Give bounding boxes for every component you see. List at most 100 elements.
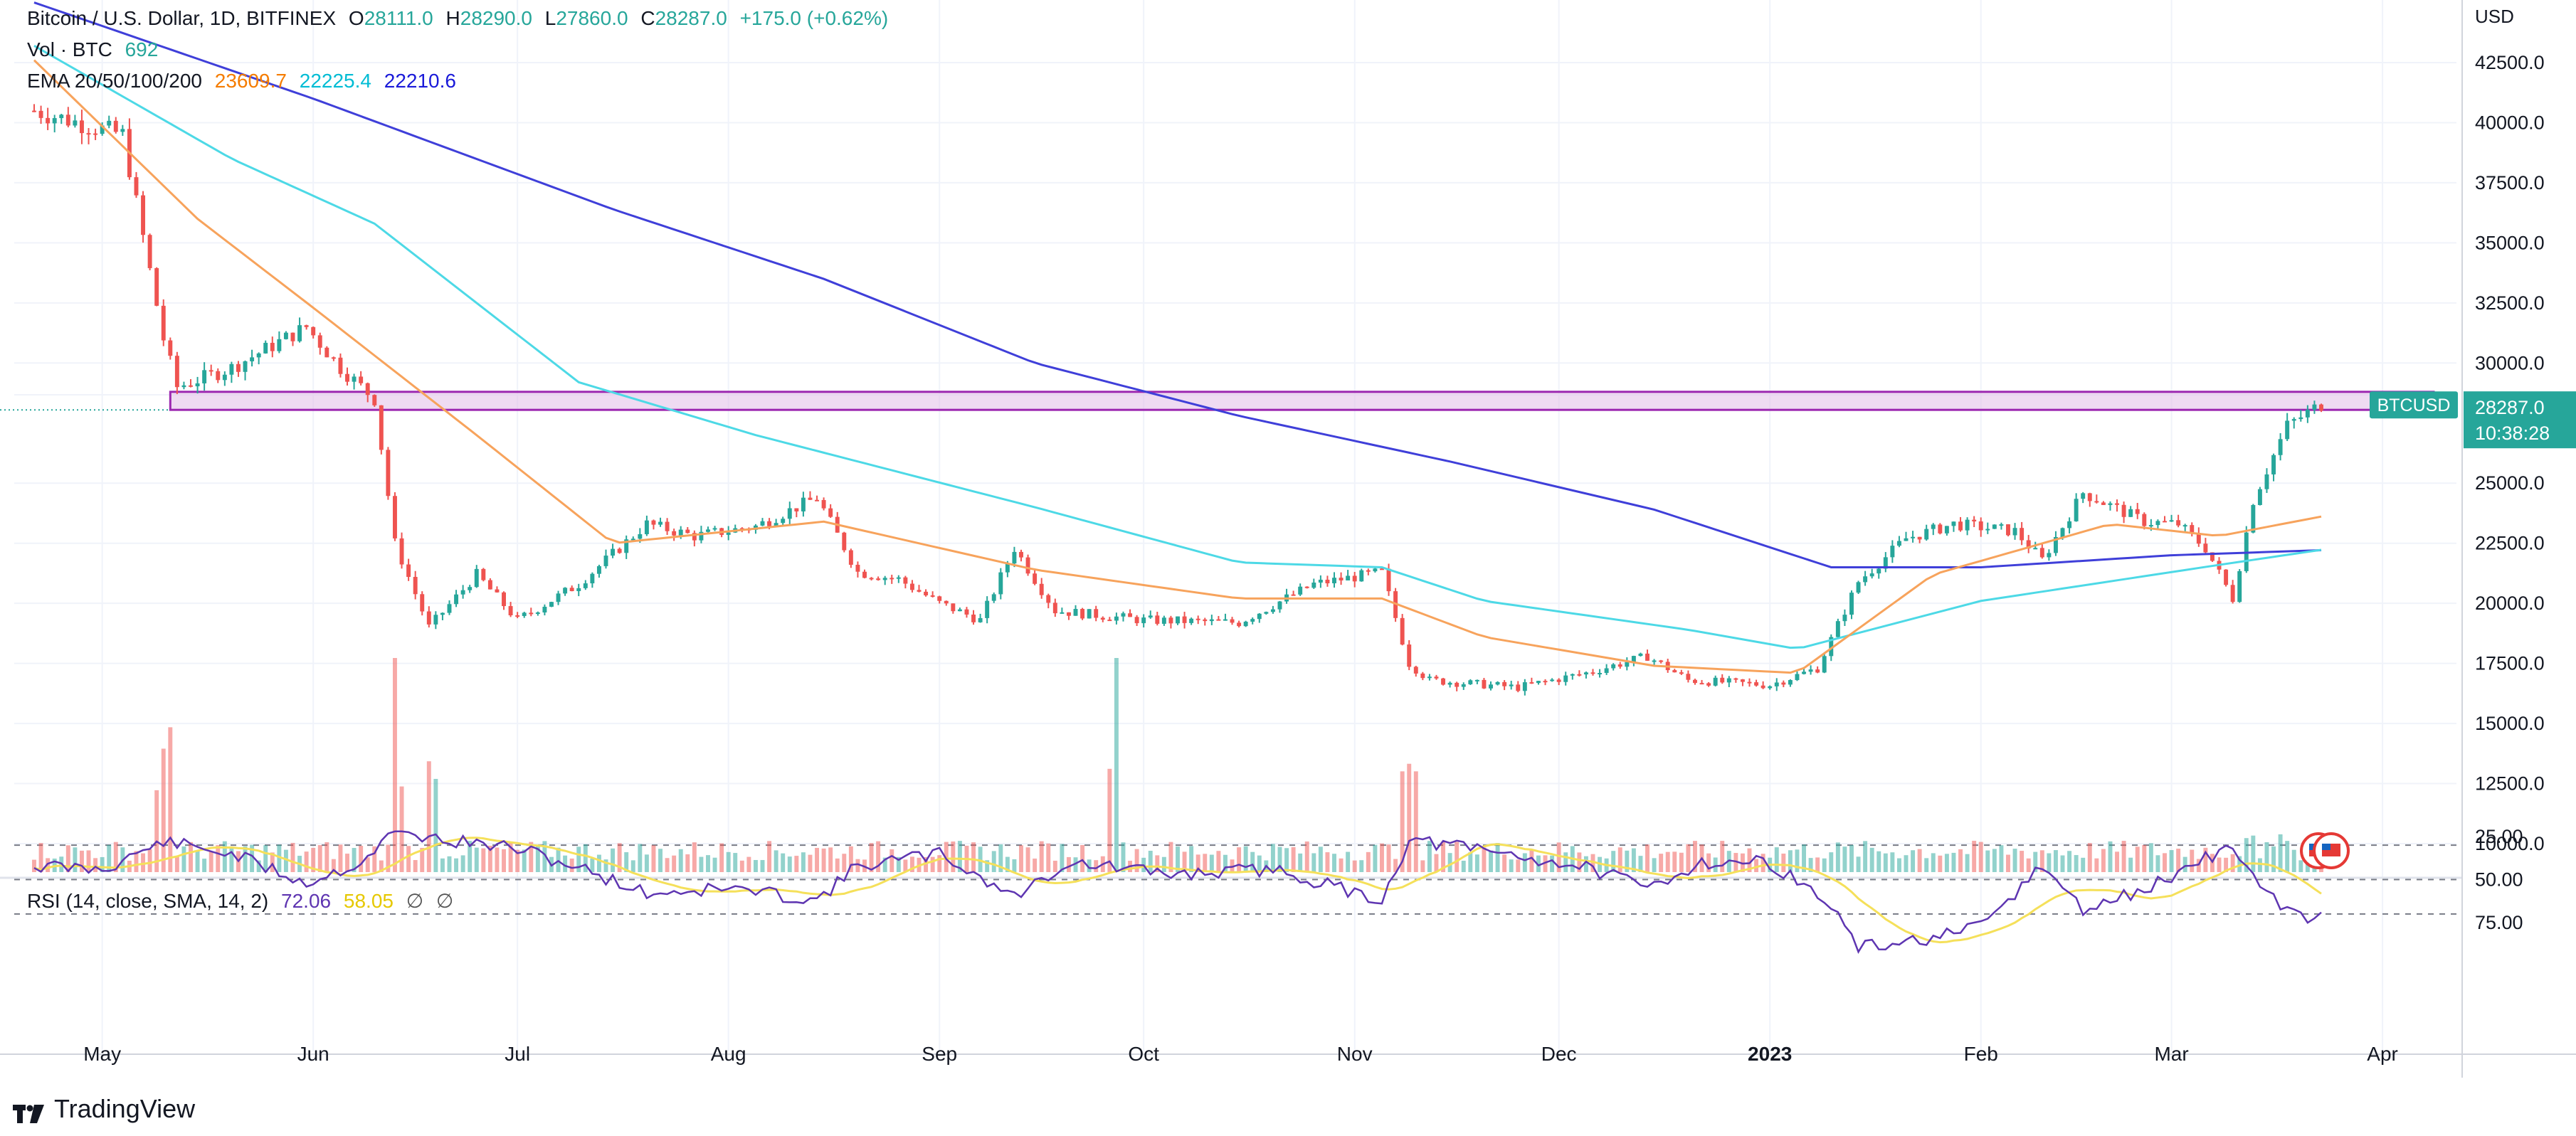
volume-bar xyxy=(290,842,295,872)
candle-body xyxy=(2251,504,2256,533)
candle-body xyxy=(1250,619,1255,622)
tradingview-logo-icon xyxy=(13,1100,46,1123)
volume-bar xyxy=(1577,852,1582,872)
candle-body xyxy=(1073,609,1078,616)
volume-bar xyxy=(2203,847,2208,872)
volume-bar xyxy=(1583,856,1588,872)
volume-bar xyxy=(440,858,445,872)
volume-bar xyxy=(882,857,887,872)
rsi-legend[interactable]: RSI (14, close, SMA, 14, 2) 72.06 58.05 … xyxy=(27,889,460,913)
candle-body xyxy=(1461,684,1466,687)
candle-body xyxy=(1434,676,1439,679)
candle-body xyxy=(1604,668,1609,674)
candle-body xyxy=(379,405,384,450)
candle-body xyxy=(909,583,914,590)
candle-body xyxy=(1468,680,1473,684)
volume-bar xyxy=(944,842,949,872)
candle-body xyxy=(1652,660,1657,662)
candle-body xyxy=(2094,501,2099,503)
candle-body xyxy=(426,611,431,625)
candle-body xyxy=(767,521,772,526)
volume-label: Vol · BTC xyxy=(27,38,112,60)
candle-body xyxy=(474,568,479,588)
candle-body xyxy=(2047,553,2052,558)
candle-body xyxy=(433,615,438,625)
candle-body xyxy=(1972,519,1977,522)
candle-body xyxy=(515,615,520,617)
volume-bar xyxy=(1216,851,1221,872)
candle-body xyxy=(699,531,704,541)
price-tick-label: 25000.0 xyxy=(2475,472,2545,494)
symbol-legend[interactable]: Bitcoin / U.S. Dollar, 1D, BITFINEX O281… xyxy=(27,7,895,30)
candle-body xyxy=(195,383,200,387)
candle-body xyxy=(882,578,887,580)
candle-body xyxy=(2305,409,2310,418)
volume-bar xyxy=(951,841,956,872)
candle-body xyxy=(1904,538,1909,541)
volume-bar xyxy=(1802,844,1806,872)
candle-body xyxy=(107,120,112,126)
candle-body xyxy=(2074,499,2079,521)
candle-body xyxy=(611,548,616,556)
candle-body xyxy=(1066,612,1071,616)
volume-bar xyxy=(1243,846,1248,872)
brand-name: TradingView xyxy=(54,1094,196,1123)
price-tick-label: 22500.0 xyxy=(2475,533,2545,554)
volume-bar xyxy=(2230,854,2235,872)
candle-body xyxy=(147,235,152,268)
volume-bar xyxy=(651,845,656,872)
candle-body xyxy=(38,110,43,118)
candle-body xyxy=(447,604,452,613)
volume-bar xyxy=(2251,835,2256,872)
candle-body xyxy=(359,376,364,383)
volume-bar xyxy=(746,856,751,872)
volume-bar xyxy=(365,857,370,872)
candle-body xyxy=(2121,504,2126,517)
volume-bar xyxy=(1250,851,1255,872)
candle-body xyxy=(2026,540,2031,549)
candle-body xyxy=(189,385,193,387)
volume-bar xyxy=(1039,841,1044,872)
candle-body xyxy=(1788,680,1793,685)
volume-bar xyxy=(331,859,336,872)
candle-body xyxy=(399,538,404,565)
candle-body xyxy=(1556,679,1561,682)
candle-body xyxy=(1747,681,1752,684)
volume-bar xyxy=(1863,841,1868,872)
candle-body xyxy=(460,590,465,595)
candle-body xyxy=(413,577,418,595)
candle-body xyxy=(774,523,778,526)
candle-body xyxy=(2257,489,2262,505)
ohlc-open: O28111.0 xyxy=(348,7,433,29)
volume-bar xyxy=(345,854,349,872)
volume-bar xyxy=(1958,849,1963,872)
volume-bar xyxy=(692,842,697,872)
volume-bar xyxy=(256,860,261,872)
rsi-line xyxy=(33,830,2322,954)
candle-body xyxy=(542,606,547,613)
volume-bar xyxy=(1795,849,1800,872)
volume-bar xyxy=(1339,858,1344,872)
ema20-value: 23609.7 xyxy=(214,70,287,92)
candle-body xyxy=(1849,593,1854,615)
tradingview-logo[interactable]: TradingView xyxy=(13,1094,195,1124)
candle-body xyxy=(236,363,241,372)
volume-bar xyxy=(665,858,670,872)
volume-bar xyxy=(821,848,826,872)
candle-body xyxy=(1999,524,2004,526)
volume-bar xyxy=(1025,847,1030,872)
price-tick-label: 35000.0 xyxy=(2475,232,2545,253)
volume-bar xyxy=(481,848,486,872)
candle-body xyxy=(2012,528,2017,536)
candle-body xyxy=(1121,613,1126,617)
candle-body xyxy=(651,520,656,525)
ema-legend[interactable]: EMA 20/50/100/200 23609.7 22225.4 22210.… xyxy=(27,70,463,92)
candle-body xyxy=(1107,620,1112,622)
volume-bar xyxy=(957,841,962,872)
candle-body xyxy=(1230,619,1235,623)
volume-legend[interactable]: Vol · BTC 692 xyxy=(27,38,165,61)
volume-bar xyxy=(1938,855,1943,872)
volume-bar xyxy=(2271,846,2276,872)
volume-bar xyxy=(603,859,608,872)
